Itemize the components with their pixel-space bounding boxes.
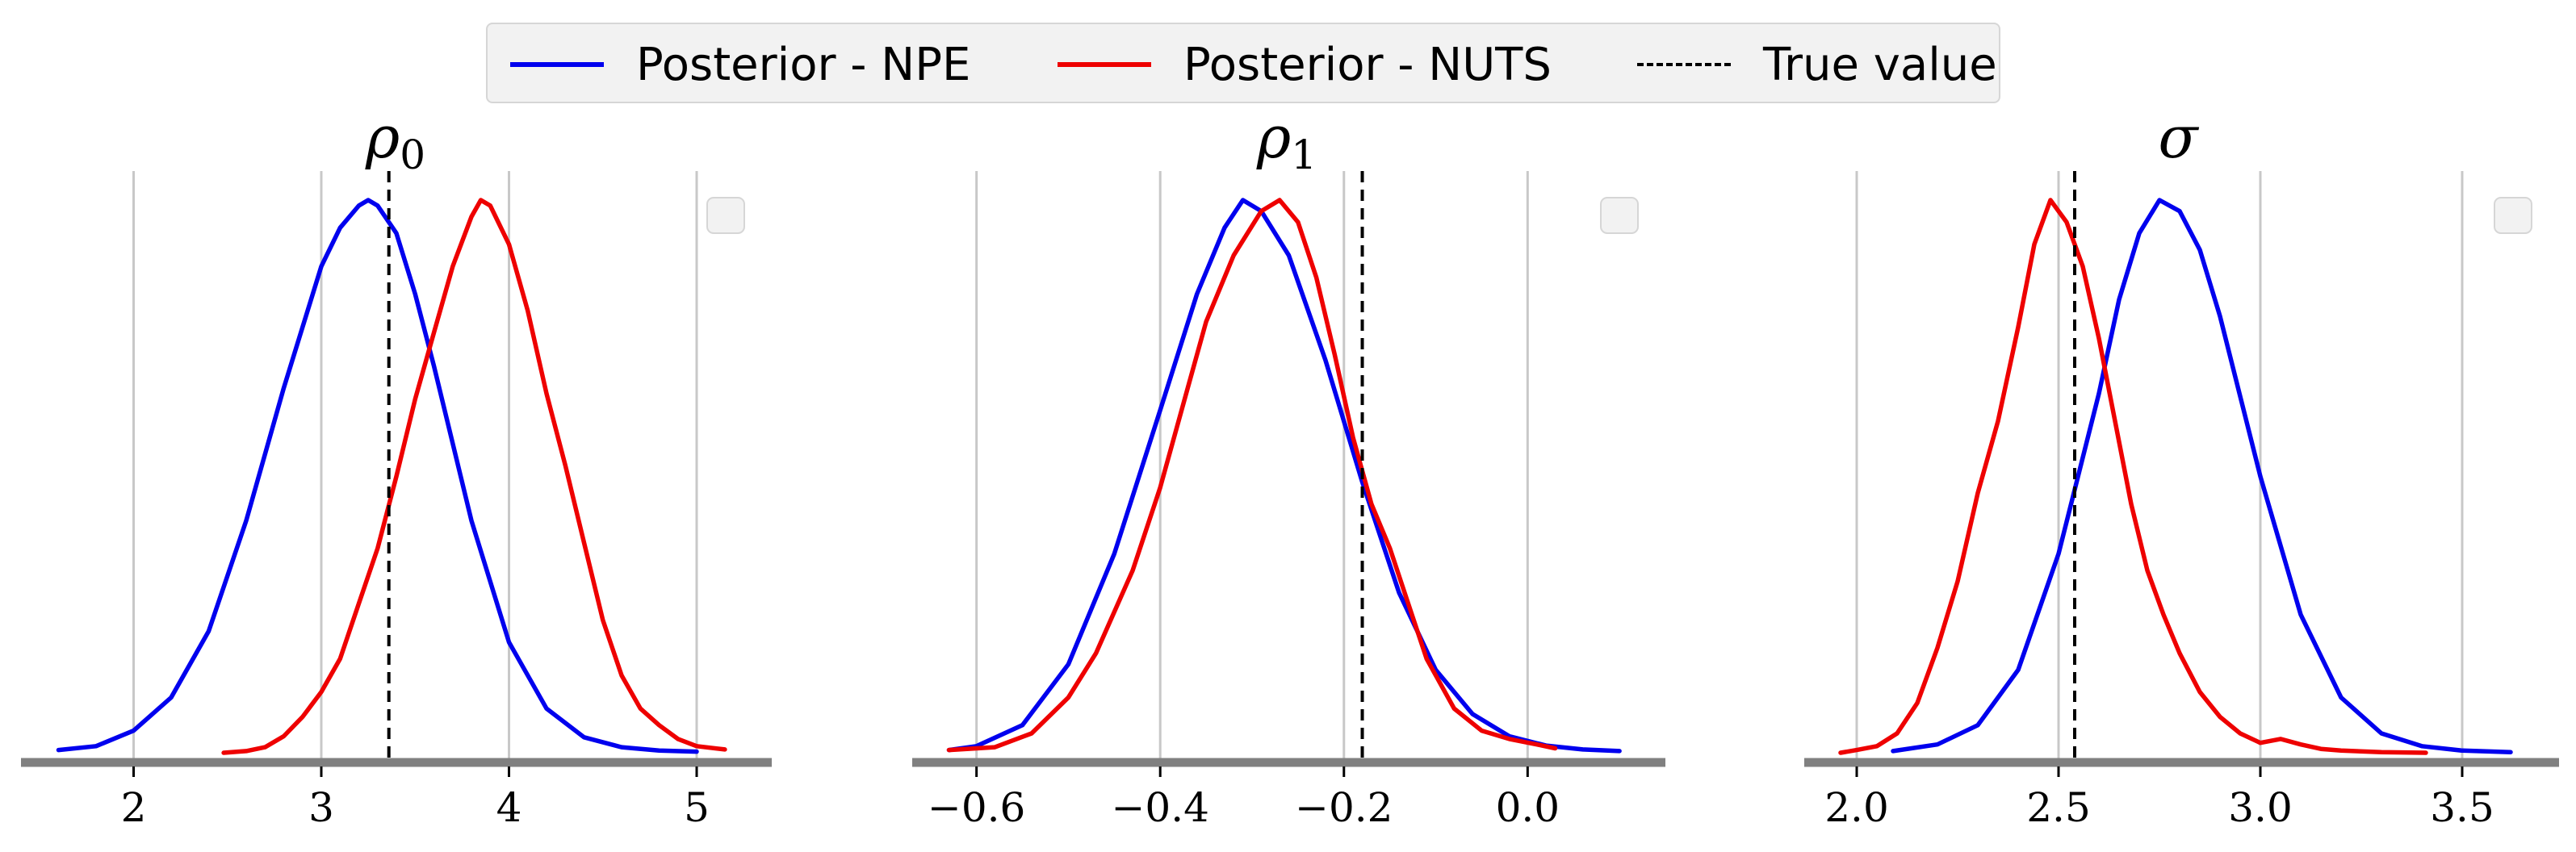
panel-legend-box xyxy=(1600,197,1639,234)
legend-swatch-true-value xyxy=(1637,63,1731,66)
x-tick-label-3: 0.0 xyxy=(1496,784,1560,831)
panel-sigma: 2.0 2.5 3.0 3.5 σ xyxy=(1804,103,2559,831)
panel-rho0: 2 3 4 5 ρ0 xyxy=(21,103,772,831)
x-tick-label-1: 2.5 xyxy=(2026,784,2091,831)
panel-title-subscript: 1 xyxy=(1291,132,1317,178)
x-tick-label-1: 3 xyxy=(308,784,334,831)
legend-swatch-nuts xyxy=(1058,62,1151,67)
series-line-npe xyxy=(946,198,1622,754)
legend-entry-nuts: Posterior - NUTS xyxy=(1058,24,1552,105)
x-tick-label-1: −0.4 xyxy=(1111,784,1208,831)
x-tick-label-2: −0.2 xyxy=(1295,784,1393,831)
series-line-nuts xyxy=(1838,198,2428,755)
panel-title-symbol: σ xyxy=(2158,103,2199,171)
series-line-nuts xyxy=(221,198,727,755)
legend: Posterior - NPE Posterior - NUTS True va… xyxy=(486,23,2000,103)
x-tick-label-0: 2 xyxy=(121,784,147,831)
series-line-npe xyxy=(56,198,699,754)
panel-title: ρ0 xyxy=(365,103,425,178)
legend-entry-npe: Posterior - NPE xyxy=(510,24,970,105)
panel-title-subscript: 0 xyxy=(400,132,425,178)
panel-title-symbol: ρ xyxy=(1256,103,1291,171)
x-tick-label-3: 5 xyxy=(684,784,710,831)
x-tick-label-3: 3.5 xyxy=(2430,784,2494,831)
series-line-nuts xyxy=(946,198,1558,753)
panel-title-symbol: ρ xyxy=(365,103,400,171)
x-tick-label-0: 2.0 xyxy=(1824,784,1889,831)
legend-swatch-npe xyxy=(510,62,604,67)
panel-legend-box xyxy=(706,197,745,234)
x-tick-label-2: 4 xyxy=(496,784,522,831)
legend-entry-true-value: True value xyxy=(1637,24,1997,105)
panel-rho1: −0.6 −0.4 −0.2 0.0 ρ1 xyxy=(912,103,1665,831)
series-line-npe xyxy=(1891,198,2513,755)
legend-label-npe: Posterior - NPE xyxy=(636,38,971,91)
x-tick-label-2: 3.0 xyxy=(2228,784,2293,831)
legend-label-true-value: True value xyxy=(1763,38,1997,91)
panel-title: σ xyxy=(2158,103,2199,171)
x-tick-label-0: −0.6 xyxy=(928,784,1025,831)
panel-title: ρ1 xyxy=(1256,103,1317,178)
panel-legend-box xyxy=(2494,197,2532,234)
legend-label-nuts: Posterior - NUTS xyxy=(1183,38,1552,91)
